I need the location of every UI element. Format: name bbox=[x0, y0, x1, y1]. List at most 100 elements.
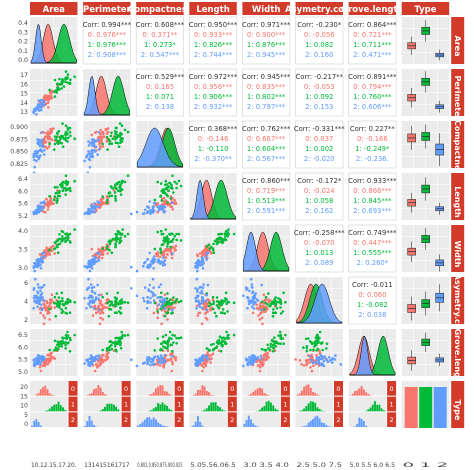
scatter-point-group-1 bbox=[61, 189, 65, 192]
panel-background bbox=[242, 172, 291, 221]
histogram-bar-group-0 bbox=[356, 390, 359, 396]
scatter-point-group-2 bbox=[42, 153, 46, 156]
scatter-point-group-1 bbox=[179, 239, 183, 242]
histogram-bar-group-1 bbox=[101, 409, 104, 412]
scatter-point-group-1 bbox=[169, 302, 173, 305]
scatter-point-group-1 bbox=[61, 183, 64, 186]
scatter-point-group-2 bbox=[250, 305, 254, 309]
correlation-text: Corr: 0.608*** bbox=[136, 21, 185, 29]
scatter-point-group-0 bbox=[106, 357, 109, 360]
scatter-point-group-0 bbox=[205, 360, 209, 364]
scatter-point-group-0 bbox=[50, 92, 53, 95]
scatter-point-group-1 bbox=[225, 302, 228, 306]
histogram-bar-group-0 bbox=[351, 393, 354, 396]
scatter-point-group-1 bbox=[217, 342, 220, 346]
facet-label: 0 bbox=[124, 385, 128, 393]
scatter-point-group-1 bbox=[64, 174, 68, 177]
scatter-point-group-2 bbox=[130, 287, 133, 290]
scatter-point-group-2 bbox=[135, 294, 139, 298]
scatter-point-group-0 bbox=[171, 208, 174, 211]
scatter-point-group-2 bbox=[143, 299, 146, 303]
histogram-bar-group-0 bbox=[201, 385, 204, 396]
scatter-point-group-1 bbox=[153, 247, 157, 251]
scatter-point-group-1 bbox=[56, 197, 59, 200]
scatter-point-group-0 bbox=[48, 360, 51, 364]
scatter-point-group-1 bbox=[105, 135, 109, 139]
scatter-point-group-1 bbox=[54, 191, 58, 195]
scatter-point-group-0 bbox=[202, 366, 205, 369]
scatter-point-group-1 bbox=[215, 240, 218, 244]
scatter-point-group-2 bbox=[317, 361, 321, 365]
scatter-point-group-0 bbox=[50, 96, 54, 100]
scatter-point-group-1 bbox=[60, 345, 64, 348]
scatter-point-group-1 bbox=[168, 232, 171, 236]
scatter-point-group-0 bbox=[166, 318, 169, 321]
scatter-point-group-1 bbox=[69, 300, 72, 304]
scatter-point-group-2 bbox=[142, 296, 145, 300]
correlation-text: Corr: 0.762*** bbox=[242, 125, 291, 133]
scatter-point-group-2 bbox=[198, 286, 201, 289]
scatter-point-group-1 bbox=[64, 302, 67, 305]
scatter-point-group-0 bbox=[258, 369, 262, 373]
scatter-point-group-1 bbox=[109, 340, 113, 343]
scatter-point-group-2 bbox=[92, 141, 96, 144]
scatter-point-group-2 bbox=[97, 148, 101, 151]
scatter-point-group-1 bbox=[61, 340, 65, 343]
scatter-point-group-1 bbox=[64, 77, 67, 81]
scatter-point-group-1 bbox=[160, 199, 164, 202]
scatter-point-group-2 bbox=[97, 354, 101, 358]
histogram-facet bbox=[83, 381, 121, 396]
scatter-point-group-2 bbox=[152, 356, 156, 359]
facet-label: 2 bbox=[390, 416, 394, 424]
histogram-bar-group-1 bbox=[267, 400, 270, 412]
scatter-point-group-2 bbox=[32, 307, 35, 310]
scatter-point-group-0 bbox=[101, 311, 105, 315]
scatter-point-group-0 bbox=[47, 99, 50, 102]
scatter-point-group-1 bbox=[66, 182, 70, 185]
scatter-point-group-0 bbox=[156, 251, 160, 254]
scatter-point-group-1 bbox=[107, 138, 111, 141]
facet-label: 1 bbox=[177, 401, 181, 409]
scatter-point-group-2 bbox=[88, 362, 92, 366]
scatter-point-group-0 bbox=[266, 351, 270, 355]
scatter-point-group-2 bbox=[87, 140, 90, 143]
scatter-point-group-2 bbox=[91, 144, 94, 148]
scatter-point-group-0 bbox=[44, 140, 48, 144]
scatter-point-group-2 bbox=[91, 296, 94, 299]
column-strip bbox=[295, 2, 343, 15]
y-tick-label: 0.900 bbox=[10, 124, 28, 131]
scatter-point-group-0 bbox=[294, 358, 297, 361]
histogram-bar-group-0 bbox=[210, 394, 213, 396]
correlation-text: 1: 0.071 bbox=[146, 93, 174, 101]
scatter-point-group-1 bbox=[68, 349, 72, 353]
scatter-point-group-2 bbox=[194, 261, 198, 265]
scatter-point-group-2 bbox=[87, 144, 91, 147]
scatter-point-group-2 bbox=[198, 357, 201, 360]
scatter-point-group-0 bbox=[305, 360, 309, 364]
scatter-point-group-0 bbox=[265, 306, 269, 309]
scatter-point-group-1 bbox=[175, 336, 178, 340]
histogram-bar-group-1 bbox=[205, 408, 208, 412]
scatter-point-group-1 bbox=[168, 336, 171, 340]
scatter-point-group-1 bbox=[220, 232, 223, 236]
scatter-point-group-1 bbox=[175, 232, 178, 236]
scatter-point-group-2 bbox=[150, 290, 153, 294]
scatter-point-group-1 bbox=[277, 342, 280, 345]
scatter-point-group-1 bbox=[271, 314, 275, 318]
scatter-point-group-1 bbox=[48, 348, 51, 352]
histogram-bar-group-1 bbox=[163, 404, 166, 412]
density-curve-group-2 bbox=[30, 24, 77, 64]
histogram-bar-group-1 bbox=[316, 407, 319, 412]
histogram-bar-group-0 bbox=[369, 395, 372, 396]
scatter-point-group-1 bbox=[169, 343, 173, 347]
histogram-bar-group-1 bbox=[371, 404, 374, 412]
scatter-point-group-0 bbox=[206, 351, 209, 355]
panel-background bbox=[348, 120, 397, 169]
facet-strip bbox=[387, 412, 397, 427]
scatter-point-group-2 bbox=[37, 99, 40, 102]
scatter-point-group-2 bbox=[89, 305, 92, 309]
histogram-bar-group-0 bbox=[152, 392, 155, 396]
scatter-point-group-1 bbox=[179, 184, 183, 188]
scatter-point-group-1 bbox=[164, 179, 168, 183]
row-label: Area bbox=[453, 36, 462, 57]
